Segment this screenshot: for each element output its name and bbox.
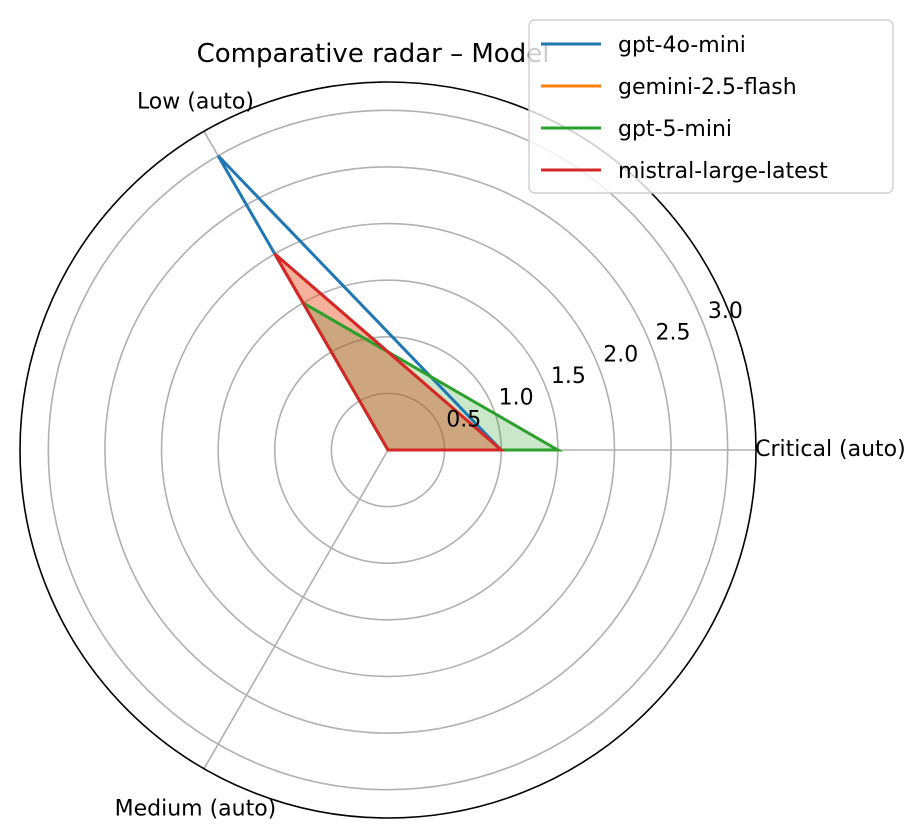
axis-labels: Critical (auto) Low (auto) Medium (auto) — [115, 90, 906, 822]
radial-tick-label: 1.5 — [551, 364, 586, 389]
legend-label: mistral-large-latest — [618, 159, 828, 184]
radial-tick-labels: 0.5 1.0 1.5 2.0 2.5 3.0 — [446, 299, 743, 432]
series-lines — [216, 154, 564, 452]
series-line-mistral-large-latest — [273, 252, 506, 452]
series-line-gpt-4o-mini — [216, 154, 505, 452]
axis-label: Low (auto) — [137, 90, 254, 115]
chart-title: Comparative radar – Model — [197, 39, 550, 69]
radial-tick-label: 2.0 — [603, 342, 638, 367]
axis-label: Medium (auto) — [115, 796, 277, 821]
radial-tick-label: 1.0 — [499, 386, 534, 411]
legend-label: gemini-2.5-flash — [618, 75, 797, 100]
legend-frame — [528, 19, 894, 194]
radial-tick-label: 0.5 — [446, 407, 481, 432]
legend-label: gpt-4o-mini — [618, 33, 746, 58]
polar-frame — [19, 81, 757, 819]
axis-label: Critical (auto) — [755, 437, 906, 462]
grid-spoke — [203, 449, 389, 770]
legend-label: gpt-5-mini — [618, 117, 732, 142]
radial-tick-label: 3.0 — [708, 299, 743, 324]
legend: gpt-4o-mini gemini-2.5-flash gpt-5-mini mis… — [528, 19, 894, 194]
radial-tick-label: 2.5 — [656, 321, 691, 346]
